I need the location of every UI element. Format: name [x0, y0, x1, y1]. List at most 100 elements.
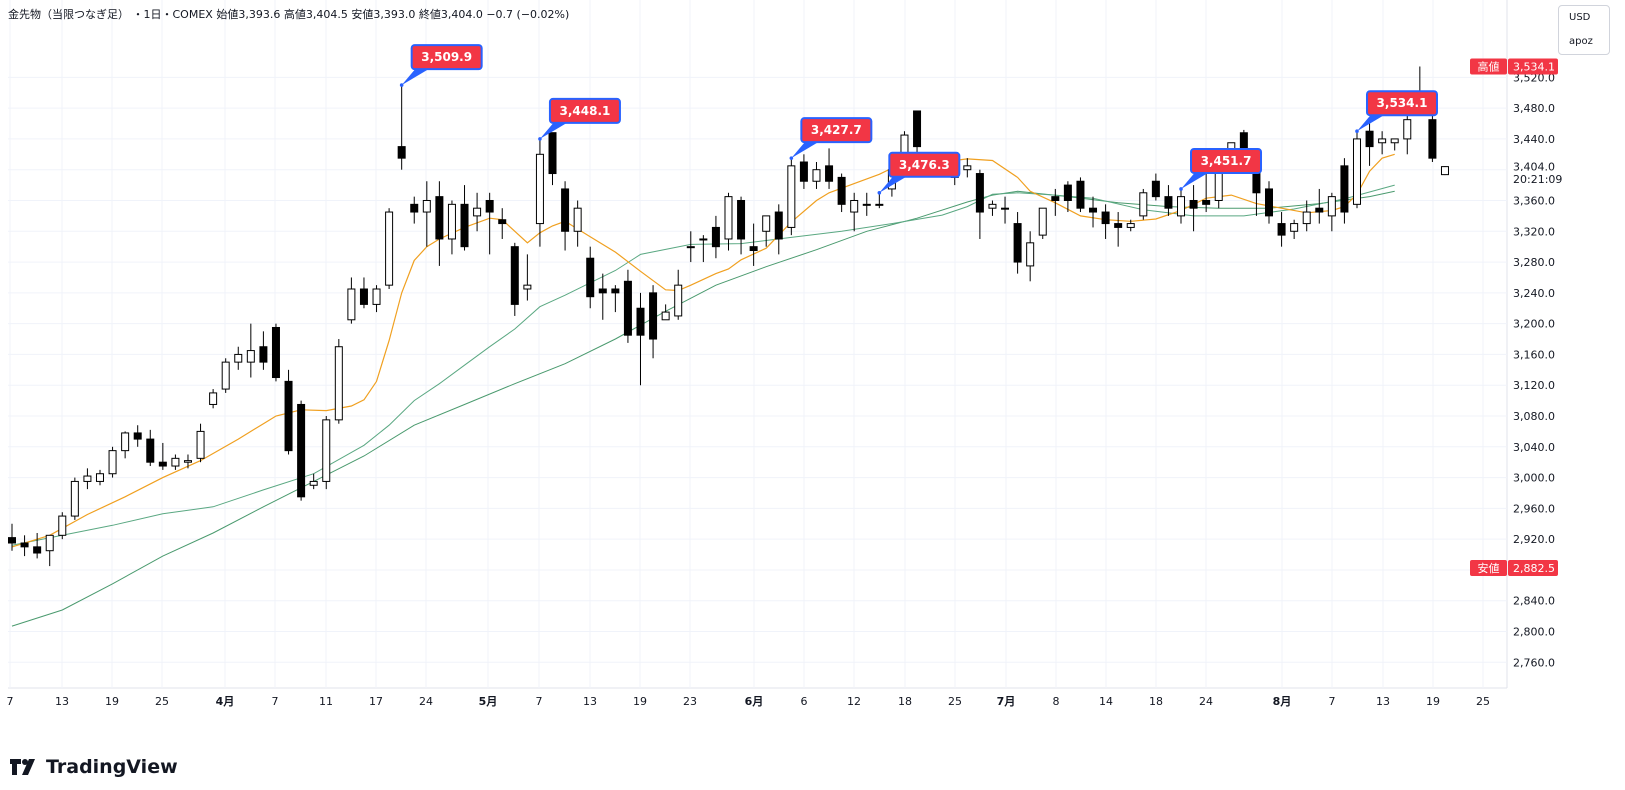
candle	[850, 192, 859, 232]
price-axis[interactable]: 2,760.02,800.02,840.02,880.02,920.02,960…	[1470, 58, 1562, 669]
ma-long-line	[11, 190, 1395, 627]
price-tag-label-bg	[1470, 560, 1507, 577]
y-tick-label: 2,760.0	[1513, 656, 1555, 669]
candle	[623, 269, 632, 343]
candle-body-down	[1189, 199, 1198, 209]
candle	[548, 132, 557, 186]
candle-body-up	[535, 153, 544, 225]
candle	[975, 169, 984, 239]
candle-body-up	[209, 392, 218, 405]
user-label: apoz	[1569, 36, 1593, 47]
candle-body-up	[661, 311, 670, 321]
callout-text: 3,448.1	[560, 104, 611, 118]
candle-body-down	[359, 288, 368, 305]
candle	[221, 358, 230, 393]
time-axis[interactable]: 7 13 19 25 4月 7 11 17 24 5月 7 13 19 23 6月 6 12 18 25 7月 8 14 1…	[7, 695, 1491, 708]
candle	[963, 158, 972, 178]
callout-anchor	[1179, 187, 1183, 191]
callout: 3,509.9	[399, 44, 483, 87]
candle-body-up	[58, 515, 67, 536]
candle-body-down	[913, 110, 922, 148]
candle-body-down	[825, 165, 834, 182]
candle	[737, 196, 746, 255]
callout-text: 3,534.1	[1377, 96, 1428, 110]
candlestick-series	[8, 66, 1449, 567]
callout-anchor	[789, 156, 794, 160]
y-tick-label: 3,160.0	[1513, 348, 1555, 361]
candle-body-up	[724, 196, 733, 240]
callout-box	[1365, 90, 1438, 117]
candle-body-up	[83, 475, 92, 482]
symbol-name[interactable]: 金先物（当限つなぎ足）	[8, 8, 129, 21]
x-tick-label: 7	[272, 695, 279, 708]
candle-body-down	[586, 257, 595, 298]
symbol-interval: ・1日・COMEX	[132, 8, 213, 21]
candle-body-down	[397, 146, 406, 159]
candle	[699, 235, 708, 263]
change-value: −0.7 (−0.02%)	[486, 8, 570, 21]
candle	[661, 304, 670, 321]
candle-body-up	[221, 361, 230, 390]
candle	[825, 148, 834, 189]
callout-pointer	[539, 119, 572, 139]
candle-body-down	[8, 537, 16, 544]
candle-body-down	[837, 176, 846, 205]
y-tick-label: 3,200.0	[1513, 318, 1555, 331]
candle	[510, 242, 519, 316]
currency-label[interactable]: USD	[1569, 12, 1591, 23]
candle-body-up	[1026, 242, 1035, 267]
candle	[410, 196, 419, 224]
callout-pointer	[1181, 169, 1214, 189]
currency-unit-box[interactable]: USD apoz	[1558, 5, 1610, 55]
y-tick-label: 3,320.0	[1513, 225, 1555, 238]
candle-body-down	[1365, 130, 1374, 148]
candle	[1340, 158, 1349, 224]
candle	[83, 468, 92, 490]
candle-body-up	[196, 430, 205, 459]
candle	[749, 223, 758, 266]
candle	[246, 323, 255, 378]
candle-body-down	[1089, 207, 1098, 213]
candle-body-up	[573, 207, 582, 232]
candle-body-down	[1315, 207, 1324, 213]
candle	[875, 192, 884, 209]
candle	[1352, 131, 1361, 209]
candle-body-up	[45, 534, 54, 552]
candle	[774, 204, 783, 255]
x-tick-label: 6	[801, 695, 808, 708]
candle-body-down	[1101, 211, 1110, 225]
candle-body-up	[1038, 207, 1047, 236]
candle-body-down	[598, 288, 607, 294]
candle	[535, 138, 544, 247]
candle-body-down	[435, 196, 444, 240]
candle-body-up	[674, 284, 683, 317]
candle	[45, 534, 54, 567]
candle	[862, 192, 871, 216]
candle-body-down	[133, 432, 142, 440]
x-tick-label: 19	[105, 695, 119, 708]
candle	[8, 523, 16, 551]
candle-body-down	[1013, 223, 1022, 263]
tradingview-logo-icon	[10, 759, 35, 775]
candle-body-up	[1302, 211, 1311, 225]
candle-body-down	[975, 173, 984, 213]
candle	[108, 446, 117, 478]
candle-body-up	[1139, 192, 1148, 217]
candle	[1390, 138, 1399, 151]
candle	[913, 110, 922, 159]
candle-body-down	[649, 292, 658, 340]
x-tick-label: 8	[1053, 695, 1060, 708]
candle	[473, 192, 482, 232]
y-tick-label: 3,000.0	[1513, 472, 1555, 485]
candle	[297, 400, 306, 501]
candle-body-down	[1428, 119, 1437, 159]
callout-text: 3,451.7	[1201, 154, 1252, 168]
price-tag-bg	[1508, 170, 1558, 187]
candle-body-up	[1126, 223, 1135, 228]
tradingview-logo[interactable]: TradingView	[10, 756, 178, 778]
x-tick-label: 8月	[1273, 695, 1292, 708]
candle	[133, 425, 142, 447]
candle	[309, 473, 318, 490]
candle-body-down	[1340, 165, 1349, 213]
